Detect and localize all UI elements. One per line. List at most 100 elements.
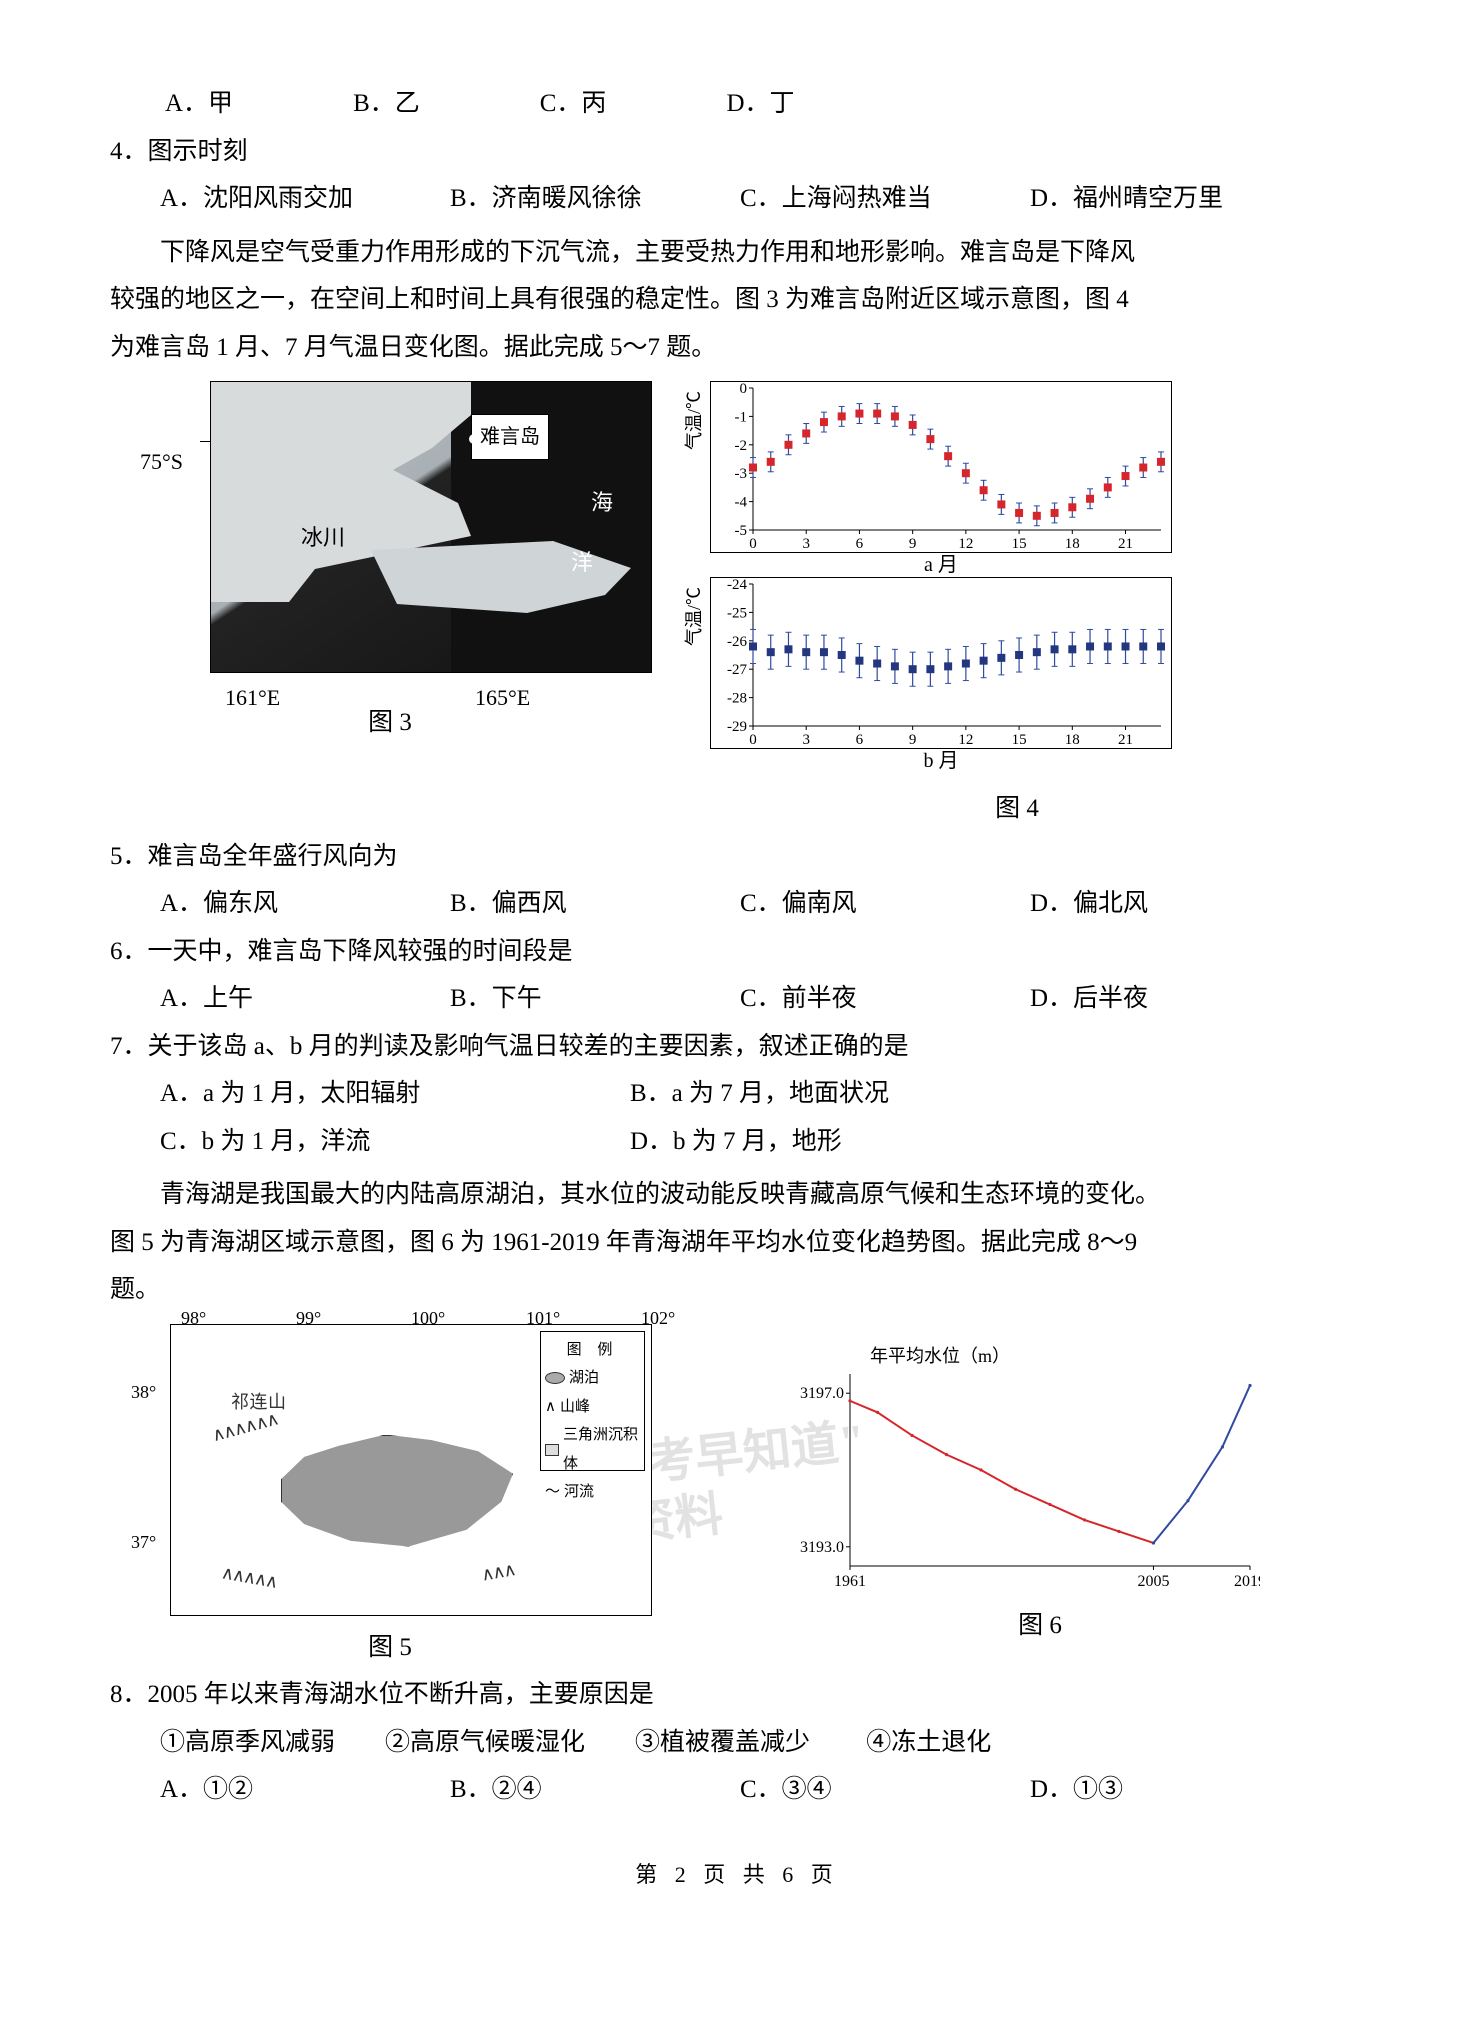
q5-opt-b: B．偏西风	[450, 880, 740, 928]
fig6-col: 年平均水位（m） 3197.0 3193.0 1961 2005 2019 图 6	[670, 1324, 1290, 1672]
lon-tick: 101°	[526, 1301, 560, 1335]
stem2-l1: 青海湖是我国最大的内陆高原湖泊，其水位的波动能反映青藏高原气候和生态环境的变化。	[110, 1171, 1364, 1219]
svg-text:18: 18	[1065, 536, 1080, 552]
stem2-l2: 图 5 为青海湖区域示意图，图 6 为 1961-2019 年青海湖年平均水位变…	[110, 1219, 1364, 1267]
fig4-caption: 图 4	[670, 785, 1364, 833]
stem1-l1: 下降风是空气受重力作用形成的下沉气流，主要受热力作用和地形影响。难言岛是下降风	[110, 229, 1364, 277]
nanyan-label: 难言岛	[471, 414, 549, 460]
lon-161: 161°E	[225, 677, 280, 719]
svg-text:3: 3	[802, 732, 810, 748]
q6-opt-c: C．前半夜	[740, 975, 1030, 1023]
q4-title: 4．图示时刻	[110, 128, 1364, 176]
lon-tick: 99°	[296, 1301, 321, 1335]
svg-text:6: 6	[856, 732, 864, 748]
svg-text:3193.0: 3193.0	[800, 1538, 844, 1555]
q3-opt-d: D．丁	[726, 80, 794, 128]
svg-text:0: 0	[749, 536, 757, 552]
q7-opt-c: C．b 为 1 月，洋流	[160, 1118, 630, 1166]
svg-text:9: 9	[909, 732, 917, 748]
svg-text:-4: -4	[735, 495, 748, 511]
q8-reasons: ①高原季风减弱 ②高原气候暖湿化 ③植被覆盖减少 ④冻土退化	[160, 1719, 1364, 1767]
svg-text:1961: 1961	[834, 1573, 866, 1590]
svg-text:12: 12	[958, 536, 973, 552]
q7-opt-a: A．a 为 1 月，太阳辐射	[160, 1070, 630, 1118]
svg-text:0: 0	[740, 382, 748, 397]
lat-tick: 37°	[131, 1525, 156, 1559]
q6-opt-d: D．后半夜	[1030, 975, 1320, 1023]
chart-a: 气温/℃ a 月 0-1-2-3-4-5036912151821	[710, 381, 1172, 553]
q3-options: A．甲 B．乙 C．丙 D．丁	[165, 80, 1364, 128]
q7-opt-b: B．a 为 7 月，地面状况	[630, 1070, 889, 1118]
q4-options: A．沈阳风雨交加 B．济南暖风徐徐 C．上海闷热难当 D．福州晴空万里	[160, 175, 1364, 223]
q6-opt-a: A．上午	[160, 975, 450, 1023]
svg-text:3197.0: 3197.0	[800, 1385, 844, 1402]
fig5-box: 祁 连 山 ∧∧∧∧∧∧ ∧∧∧∧∧ ∧∧∧ 图 例 湖泊 ∧山峰 三角洲沉积体…	[170, 1324, 652, 1616]
svg-text:-29: -29	[727, 719, 747, 735]
svg-text:-25: -25	[727, 605, 747, 621]
lat-tick: 38°	[131, 1375, 156, 1409]
stem1-l3: 为难言岛 1 月、7 月气温日变化图。据此完成 5～7 题。	[110, 324, 1364, 372]
page: A．甲 B．乙 C．丙 D．丁 4．图示时刻 A．沈阳风雨交加 B．济南暖风徐徐…	[0, 0, 1474, 1935]
stem1-l2: 较强的地区之一，在空间上和时间上具有很强的稳定性。图 3 为难言岛附近区域示意图…	[110, 276, 1364, 324]
q4-opt-d: D．福州晴空万里	[1030, 175, 1320, 223]
fig6-box: 年平均水位（m） 3197.0 3193.0 1961 2005 2019	[790, 1344, 1260, 1594]
q4-opt-c: C．上海闷热难当	[740, 175, 1030, 223]
q8-opt-c: C．③④	[740, 1766, 1030, 1814]
q8-title: 8．2005 年以来青海湖水位不断升高，主要原因是	[110, 1671, 1364, 1719]
legend: 图 例 湖泊 ∧山峰 三角洲沉积体 ～河流	[540, 1331, 645, 1471]
svg-text:-27: -27	[727, 662, 747, 678]
svg-text:15: 15	[1012, 536, 1027, 552]
fig3-col: 75°S 难言岛 冰川 海 洋 161°E 165°E 图 3	[110, 381, 670, 747]
fig3-caption: 图 3	[110, 699, 670, 747]
page-footer: 第 2 页 共 6 页	[110, 1854, 1364, 1896]
lake-shape	[281, 1435, 513, 1547]
q6-options: A．上午 B．下午 C．前半夜 D．后半夜	[160, 975, 1364, 1023]
q4-opt-b: B．济南暖风徐徐	[450, 175, 740, 223]
q8-opt-a: A．①②	[160, 1766, 450, 1814]
chart-b: 气温/℃ b 月 -24-25-26-27-28-29036912151821	[710, 577, 1172, 749]
fig-row-5-6: 祁 连 山 ∧∧∧∧∧∧ ∧∧∧∧∧ ∧∧∧ 图 例 湖泊 ∧山峰 三角洲沉积体…	[110, 1324, 1364, 1672]
legend-item-3: 河流	[564, 1478, 594, 1507]
fig6-caption: 图 6	[790, 1602, 1290, 1650]
svg-text:18: 18	[1065, 732, 1080, 748]
fig5-col: 祁 连 山 ∧∧∧∧∧∧ ∧∧∧∧∧ ∧∧∧ 图 例 湖泊 ∧山峰 三角洲沉积体…	[110, 1324, 670, 1672]
lon-tick: 98°	[181, 1301, 206, 1335]
svg-text:2019: 2019	[1234, 1573, 1260, 1590]
q5-opt-a: A．偏东风	[160, 880, 450, 928]
sea-label: 海	[591, 482, 613, 524]
chart-b-ylabel: 气温/℃	[677, 587, 711, 646]
q3-opt-c: C．丙	[540, 80, 607, 128]
legend-title: 图 例	[545, 1336, 640, 1365]
fig5-caption: 图 5	[110, 1624, 670, 1672]
legend-item-2: 三角洲沉积体	[563, 1421, 640, 1478]
q5-options: A．偏东风 B．偏西风 C．偏南风 D．偏北风	[160, 880, 1364, 928]
q7-title: 7．关于该岛 a、b 月的判读及影响气温日较差的主要因素，叙述正确的是	[110, 1023, 1364, 1071]
svg-text:12: 12	[958, 732, 973, 748]
map-box: 难言岛 冰川 海 洋	[210, 381, 652, 673]
glacier-label: 冰川	[301, 517, 345, 559]
svg-text:2005: 2005	[1137, 1573, 1169, 1590]
svg-text:年平均水位（m）: 年平均水位（m）	[870, 1346, 1010, 1366]
lon-165: 165°E	[475, 677, 530, 719]
svg-text:21: 21	[1118, 732, 1133, 748]
q8-opt-b: B．②④	[450, 1766, 740, 1814]
fig4-col: 气温/℃ a 月 0-1-2-3-4-5036912151821 气温/℃ b …	[670, 381, 1364, 833]
q5-opt-d: D．偏北风	[1030, 880, 1320, 928]
svg-text:21: 21	[1118, 536, 1133, 552]
q6-opt-b: B．下午	[450, 975, 740, 1023]
chart-a-ylabel: 气温/℃	[677, 391, 711, 450]
q3-opt-b: B．乙	[353, 80, 420, 128]
q8-options: A．①② B．②④ C．③④ D．①③	[160, 1766, 1364, 1814]
fig-row-3-4: 75°S 难言岛 冰川 海 洋 161°E 165°E 图 3 气温	[110, 381, 1364, 833]
svg-text:0: 0	[749, 732, 757, 748]
q8-opt-d: D．①③	[1030, 1766, 1320, 1814]
legend-item-1: 山峰	[560, 1393, 590, 1422]
q7-opt-d: D．b 为 7 月，地形	[630, 1118, 842, 1166]
svg-text:6: 6	[856, 536, 864, 552]
yang-label: 洋	[571, 542, 593, 584]
svg-text:-2: -2	[735, 438, 748, 454]
svg-text:9: 9	[909, 536, 917, 552]
svg-text:-26: -26	[727, 634, 747, 650]
q6-title: 6．一天中，难言岛下降风较强的时间段是	[110, 928, 1364, 976]
svg-text:-5: -5	[735, 523, 748, 539]
